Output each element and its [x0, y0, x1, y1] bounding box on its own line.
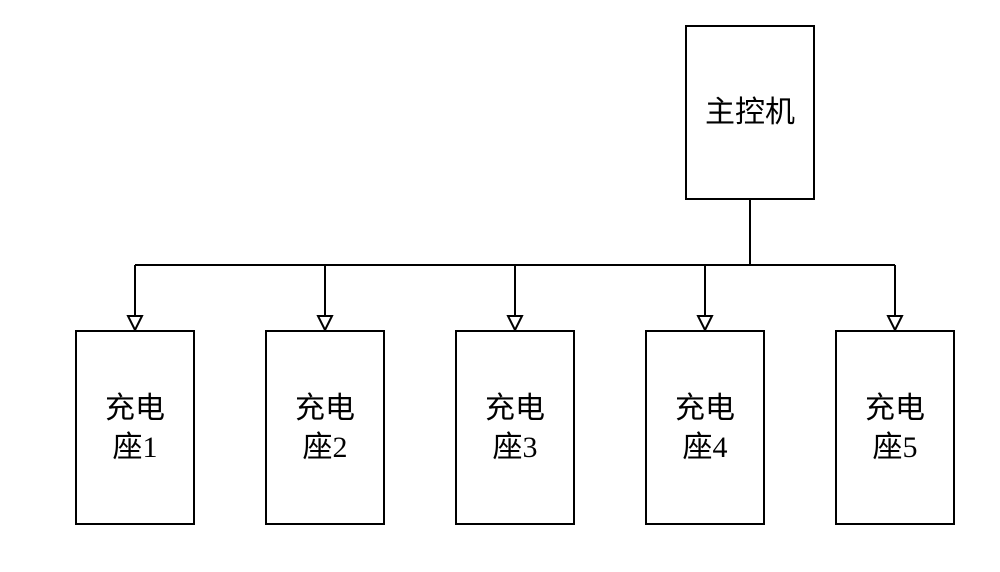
- charging-dock-box-2: 充电 座2: [265, 330, 385, 525]
- main-controller-box: 主控机: [685, 25, 815, 200]
- charging-dock-box-3: 充电 座3: [455, 330, 575, 525]
- charging-dock-label-3: 充电 座3: [485, 389, 545, 467]
- charging-dock-label-2: 充电 座2: [295, 389, 355, 467]
- main-controller-label: 主控机: [705, 93, 795, 132]
- charging-dock-label-4: 充电 座4: [675, 389, 735, 467]
- charging-dock-box-5: 充电 座5: [835, 330, 955, 525]
- charging-dock-label-1: 充电 座1: [105, 389, 165, 467]
- charging-dock-label-5: 充电 座5: [865, 389, 925, 467]
- charging-dock-box-1: 充电 座1: [75, 330, 195, 525]
- charging-dock-box-4: 充电 座4: [645, 330, 765, 525]
